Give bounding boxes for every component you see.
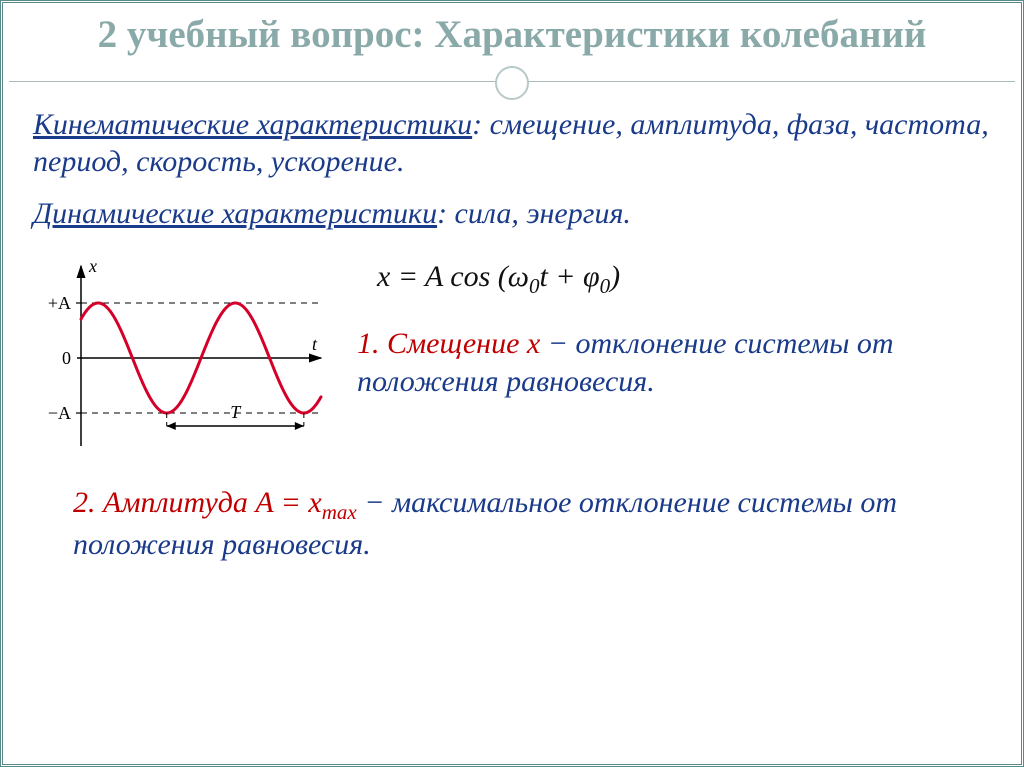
svg-text:x: x bbox=[88, 256, 97, 276]
kinematic-characteristics: Кинематические характеристики: смещение,… bbox=[33, 106, 991, 181]
def2-dash: − bbox=[357, 486, 392, 519]
def1-term: Смещение x bbox=[387, 327, 540, 360]
def2-term: Амплитуда A = xmax bbox=[103, 486, 357, 519]
slide-title: 2 учебный вопрос: Характеристики колебан… bbox=[3, 13, 1021, 58]
def1-number: 1. bbox=[357, 327, 387, 360]
svg-text:T: T bbox=[230, 402, 242, 422]
title-block: 2 учебный вопрос: Характеристики колебан… bbox=[3, 3, 1021, 98]
definition-displacement: 1. Смещение x − отклонение системы от по… bbox=[357, 325, 991, 400]
svg-text:−A: −A bbox=[48, 403, 71, 423]
oscillation-svg: x t +A 0 −A T bbox=[33, 246, 333, 466]
svg-text:+A: +A bbox=[48, 293, 71, 313]
oscillation-formula: x = A cos (ω0t + φ0) bbox=[377, 260, 991, 299]
middle-row: x t +A 0 −A T x = A cos (ω0t + φ0) 1. Смещени… bbox=[33, 246, 991, 466]
svg-text:0: 0 bbox=[62, 348, 71, 368]
svg-text:t: t bbox=[312, 334, 318, 354]
right-column: x = A cos (ω0t + φ0) 1. Смещение x − отк… bbox=[357, 246, 991, 400]
dynamic-characteristics: Динамические характеристики: сила, энерг… bbox=[33, 195, 991, 233]
slide: 2 учебный вопрос: Характеристики колебан… bbox=[0, 0, 1024, 767]
divider-circle-icon bbox=[495, 66, 529, 100]
def2-number: 2. bbox=[73, 486, 103, 519]
dynamic-label: Динамические характеристики bbox=[33, 197, 437, 230]
def1-dash: − bbox=[540, 327, 575, 360]
content-area: Кинематические характеристики: смещение,… bbox=[3, 106, 1021, 563]
definition-amplitude: 2. Амплитуда A = xmax − максимальное отк… bbox=[73, 484, 991, 563]
title-divider bbox=[3, 64, 1021, 98]
dynamic-rest: : сила, энергия. bbox=[437, 197, 631, 230]
oscillation-chart: x t +A 0 −A T bbox=[33, 246, 333, 466]
kinematic-label: Кинематические характеристики bbox=[33, 108, 472, 141]
